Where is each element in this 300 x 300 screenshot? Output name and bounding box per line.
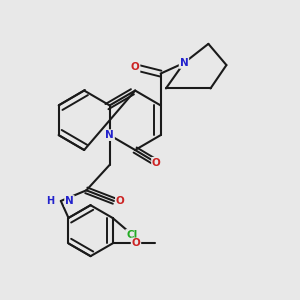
Text: N: N — [180, 58, 188, 68]
Text: N: N — [65, 196, 74, 206]
Text: O: O — [116, 196, 125, 206]
Text: H: H — [46, 196, 55, 206]
Text: O: O — [132, 238, 140, 248]
Text: O: O — [152, 158, 161, 168]
Text: N: N — [105, 130, 114, 140]
Text: O: O — [131, 62, 140, 72]
Text: Cl: Cl — [126, 230, 137, 240]
